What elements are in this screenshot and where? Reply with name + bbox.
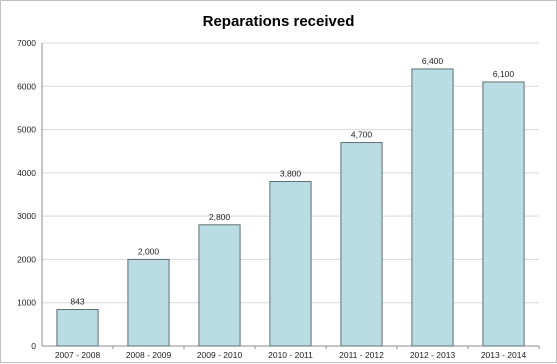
chart-title: Reparations received (202, 13, 355, 30)
data-label: 2,000 (138, 246, 160, 256)
bar (127, 258, 170, 347)
bar (269, 181, 312, 347)
y-tick-label: 5000 (17, 125, 36, 135)
data-label: 6,100 (493, 69, 515, 79)
x-tick-label: 2008 - 2009 (126, 350, 172, 360)
y-tick-label: 3000 (17, 211, 36, 221)
x-tick-label: 2009 - 2010 (197, 350, 243, 360)
data-label: 6,400 (422, 56, 444, 66)
data-label: 2,800 (209, 212, 231, 222)
bar (411, 68, 454, 347)
data-label: 4,700 (351, 130, 373, 140)
y-tick-label: 2000 (17, 254, 36, 264)
y-tick-label: 7000 (17, 38, 36, 48)
bar (340, 142, 383, 347)
y-tick-label: 6000 (17, 81, 36, 91)
bar (56, 309, 99, 347)
data-label: 3,800 (280, 169, 302, 179)
x-tick-label: 2010 - 2011 (268, 350, 313, 360)
x-tick-label: 2007 - 2008 (55, 350, 101, 360)
bar (482, 81, 525, 347)
data-label: 843 (70, 297, 84, 307)
y-tick-label: 1000 (17, 298, 36, 308)
y-tick-label: 4000 (17, 168, 36, 178)
x-tick-label: 2013 - 2014 (481, 350, 527, 360)
bar (198, 224, 241, 347)
y-tick-label: 0 (31, 341, 36, 351)
x-tick-label: 2012 - 2013 (410, 350, 456, 360)
x-tick-label: 2011 - 2012 (339, 350, 384, 360)
